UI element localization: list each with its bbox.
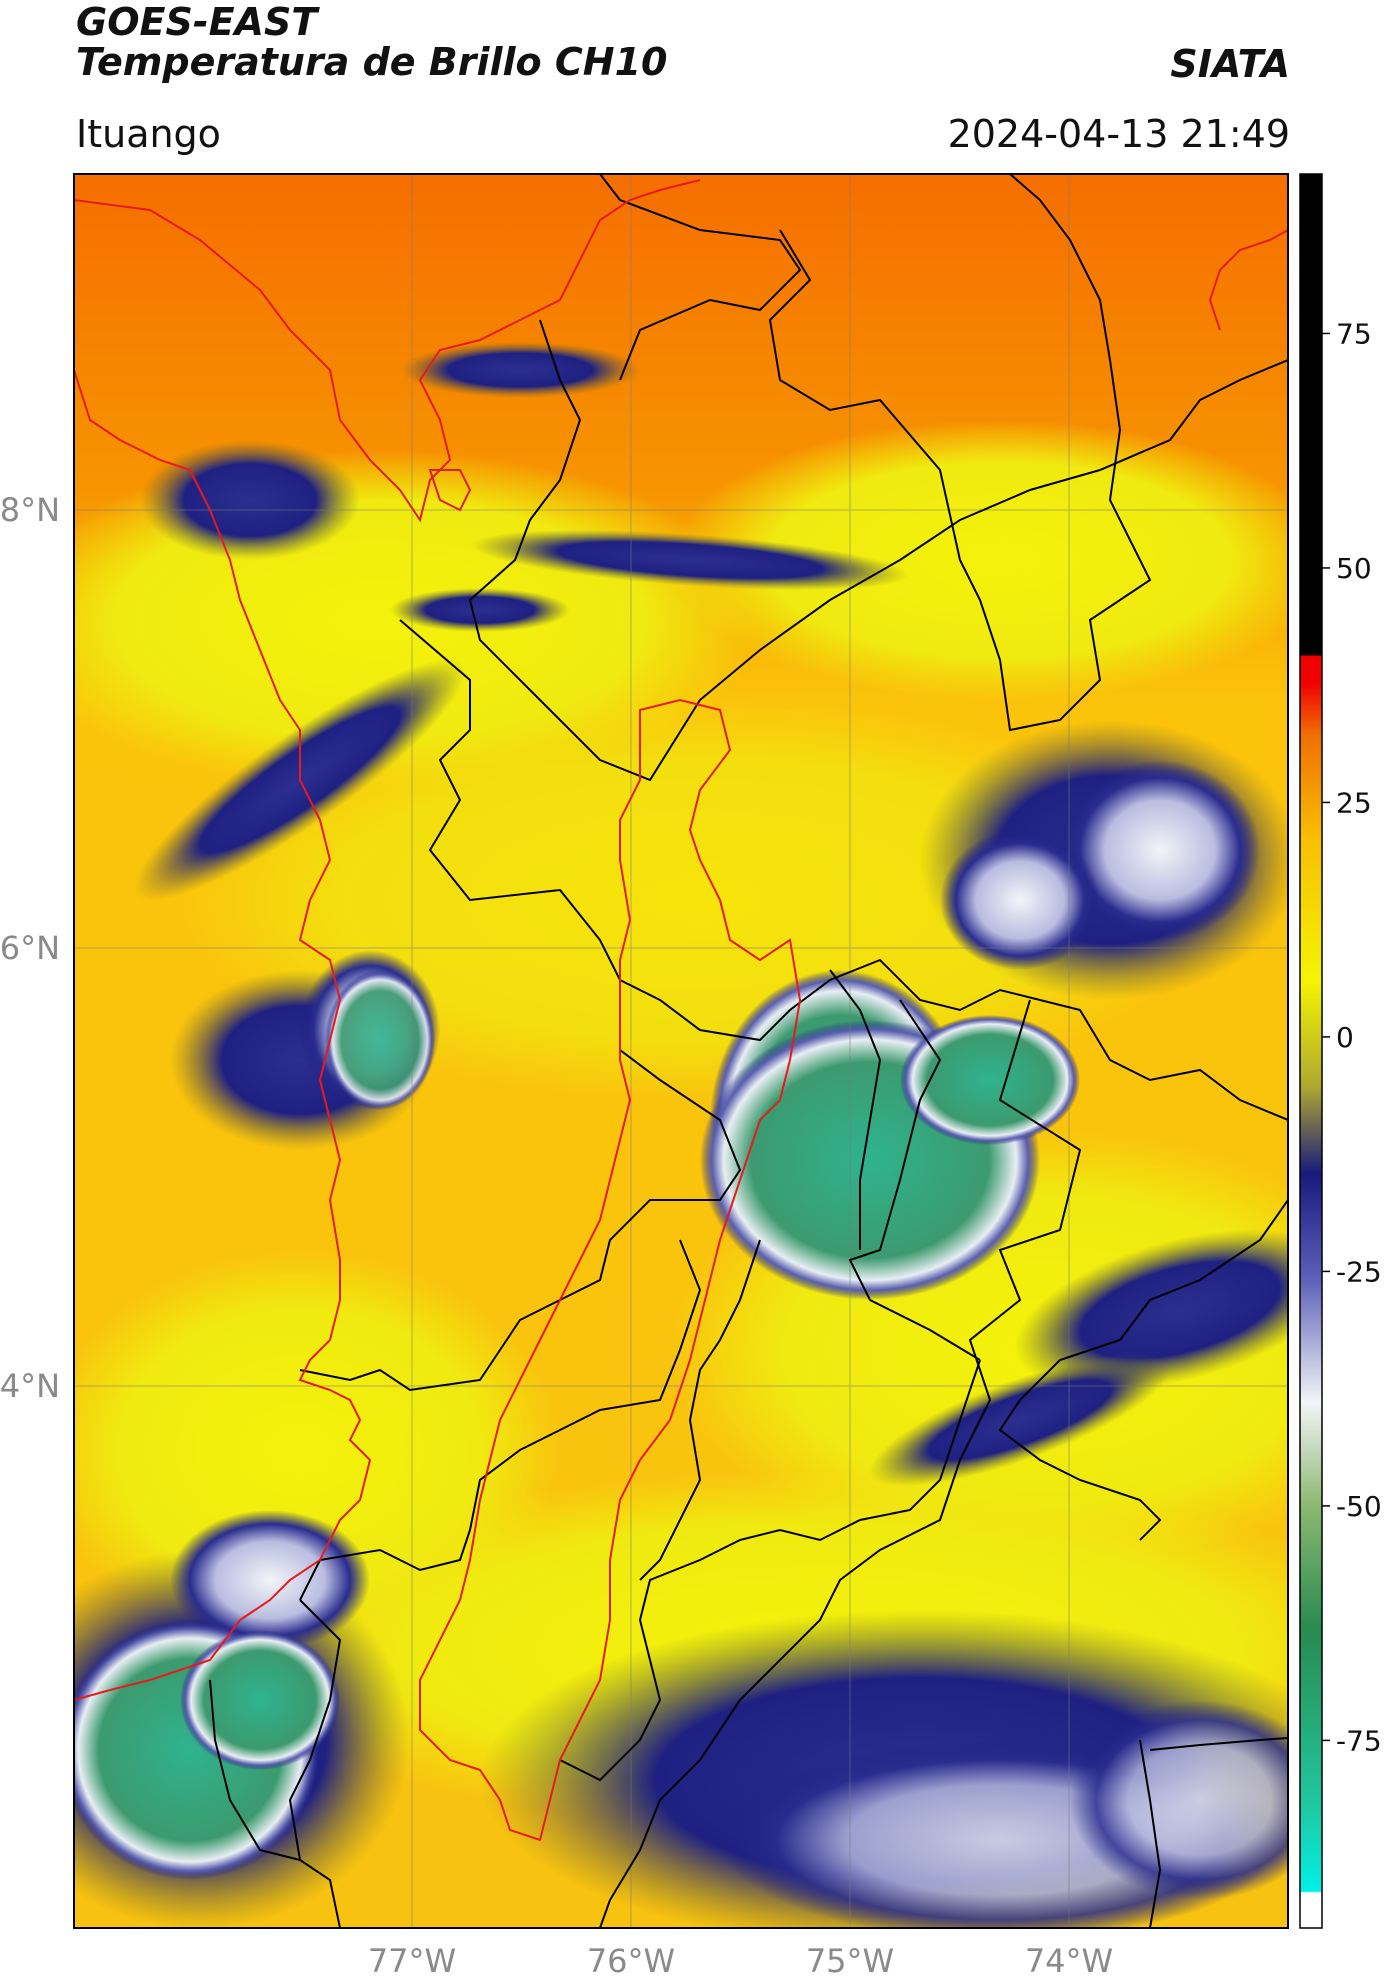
- latitude-axis: 8°N 6°N 4°N: [0, 491, 60, 1405]
- datetime-label: 2024-04-13 21:49: [947, 112, 1290, 156]
- colorbar-tick-label: 75: [1336, 317, 1372, 350]
- colorbar-tick-label: 0: [1336, 1021, 1354, 1054]
- lat-label: 8°N: [0, 491, 60, 529]
- colorbar: 75 50 25 0 -25 -50 -75: [1299, 173, 1382, 1929]
- title-product: Temperatura de Brillo CH10: [76, 40, 668, 84]
- location-label: Ituango: [76, 112, 221, 156]
- lat-label: 4°N: [0, 1367, 60, 1405]
- colorbar-tick-label: -50: [1336, 1490, 1382, 1523]
- organization-label: SIATA: [1170, 42, 1290, 86]
- colorbar-tick-label: -75: [1336, 1724, 1382, 1757]
- colorbar-tick-label: -25: [1336, 1255, 1382, 1288]
- colorbar-tick-label: 25: [1336, 786, 1372, 819]
- lon-label: 75°W: [806, 1942, 894, 1980]
- lon-label: 76°W: [587, 1942, 675, 1980]
- lon-label: 77°W: [368, 1942, 456, 1980]
- colorbar-gradient: [1299, 173, 1323, 1929]
- brightness-temperature-field: [74, 174, 1288, 1928]
- department-borders: [209, 174, 1288, 1928]
- colorbar-tick-label: 50: [1336, 552, 1372, 585]
- title-satellite: GOES-EAST: [76, 0, 318, 44]
- lon-label: 74°W: [1025, 1942, 1113, 1980]
- antioquia-boundary: [74, 179, 1288, 1842]
- map-frame: [73, 173, 1289, 1929]
- longitude-axis: 77°W 76°W 75°W 74°W: [368, 1942, 1113, 1980]
- lat-label: 6°N: [0, 929, 60, 967]
